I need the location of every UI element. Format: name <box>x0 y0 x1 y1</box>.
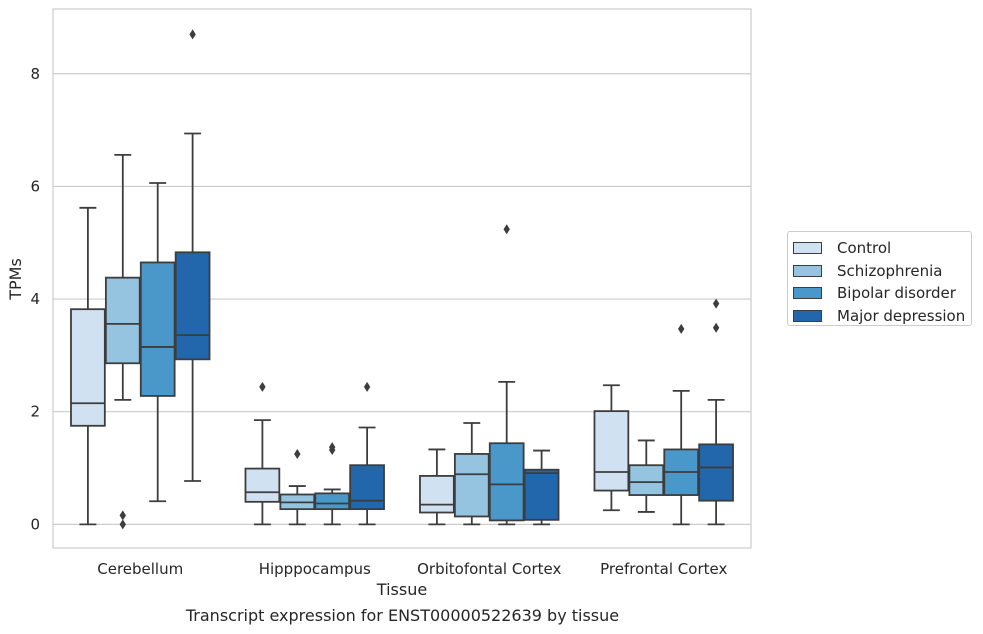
x-tick-label: Hipppocampus <box>259 560 371 578</box>
iqr-box <box>244 467 281 503</box>
plot-frame <box>52 8 752 549</box>
box-bipolar-disorder <box>314 442 351 526</box>
iqr-box <box>174 251 211 361</box>
box-schizophrenia <box>104 153 141 530</box>
iqr-box <box>70 308 106 427</box>
iqr-box <box>698 443 734 502</box>
outlier-point <box>678 323 685 334</box>
box-bipolar-disorder <box>488 224 525 526</box>
legend: Control Schizophrenia Bipolar disorder Majo… <box>787 231 972 326</box>
iqr-box <box>104 276 141 365</box>
y-tick-label: 4 <box>30 290 40 308</box>
y-tick-label: 0 <box>30 515 40 533</box>
iqr-box <box>139 261 176 397</box>
iqr-box <box>419 475 455 514</box>
box-schizophrenia <box>279 448 316 526</box>
legend-label: Schizophrenia <box>837 261 943 280</box>
outlier-point <box>363 381 371 392</box>
y-tick-labels: 0 2 4 6 8 <box>30 65 40 534</box>
box-control <box>70 206 106 526</box>
x-tick-label: Orbitofontal Cortex <box>417 560 561 578</box>
box-major-depression <box>698 298 734 526</box>
outlier-point <box>712 322 720 333</box>
legend-label: Bipolar disorder <box>837 284 956 303</box>
x-axis-label: Tissue <box>376 580 427 599</box>
box-schizophrenia <box>453 422 490 526</box>
legend-label: Major depression <box>837 306 966 325</box>
legend-swatch <box>793 242 822 255</box>
outlier-point <box>119 519 126 530</box>
box-major-depression <box>523 449 560 526</box>
legend-swatch <box>793 287 822 300</box>
legend-label: Control <box>837 239 892 258</box>
box-major-depression <box>349 381 385 526</box>
iqr-box <box>453 453 490 518</box>
y-tick-label: 2 <box>30 403 40 421</box>
outlier-point <box>259 381 266 392</box>
box-plots <box>70 29 734 530</box>
legend-swatch <box>793 309 822 322</box>
outlier-point <box>119 510 126 521</box>
legend-item: Schizophrenia <box>793 260 971 283</box>
outlier-point <box>189 29 196 40</box>
outlier-point <box>712 298 720 309</box>
chart-caption: Transcript expression for ENST0000052263… <box>185 606 620 625</box>
box-control <box>593 384 630 512</box>
box-schizophrenia <box>628 439 665 513</box>
iqr-box <box>349 464 385 511</box>
iqr-box <box>593 410 630 492</box>
outlier-point <box>503 224 510 235</box>
iqr-box <box>314 492 351 511</box>
outlier-point <box>329 445 336 455</box>
legend-item: Control <box>793 237 971 260</box>
x-tick-label: Prefrontal Cortex <box>600 560 727 578</box>
box-bipolar-disorder <box>663 323 700 526</box>
y-tick-label: 6 <box>30 177 40 195</box>
legend-item: Major depression <box>793 305 971 328</box>
legend-item: Bipolar disorder <box>793 282 971 305</box>
y-axis-label: TPMs <box>6 258 25 301</box>
box-control <box>419 448 455 526</box>
legend-swatch <box>793 264 822 277</box>
iqr-box <box>488 442 525 522</box>
box-control <box>244 381 281 526</box>
y-tick-label: 8 <box>30 65 40 83</box>
outlier-point <box>294 448 301 459</box>
iqr-box <box>523 468 560 521</box>
x-tick-labels: Cerebellum Hipppocampus Orbitofontal Corte… <box>97 560 727 578</box>
box-major-depression <box>174 29 211 482</box>
box-bipolar-disorder <box>139 182 176 503</box>
iqr-box <box>628 464 665 496</box>
x-tick-label: Cerebellum <box>97 560 183 578</box>
